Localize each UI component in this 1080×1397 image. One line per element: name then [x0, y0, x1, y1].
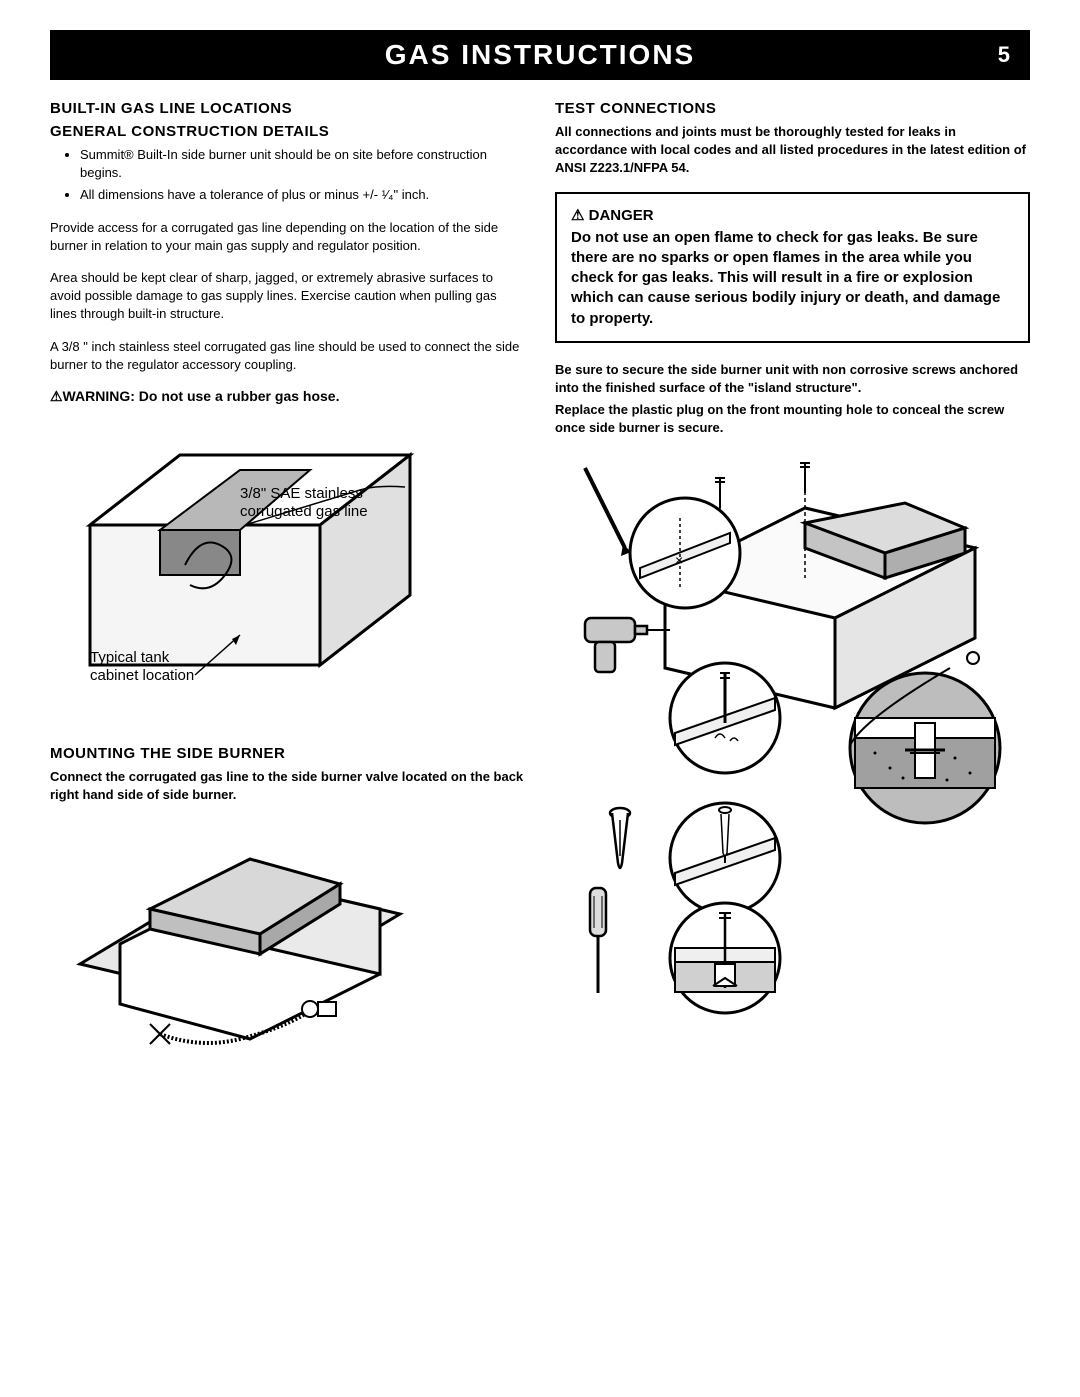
- test-connections-text: All connections and joints must be thoro…: [555, 123, 1030, 178]
- figure-installation-steps: ×: [555, 458, 1030, 1018]
- para-clearance: Area should be kept clear of sharp, jagg…: [50, 269, 525, 324]
- figure1-label-top: 3/8" SAE stainless corrugated gas line: [240, 485, 400, 521]
- left-column: BUILT-IN GAS LINE LOCATIONS GENERAL CONS…: [50, 100, 525, 1104]
- danger-body: Do not use an open flame to check for ga…: [571, 228, 1014, 329]
- page-number: 5: [998, 42, 1010, 68]
- warning-rubber-hose: ⚠WARNING: Do not use a rubber gas hose.: [50, 388, 525, 405]
- danger-box: ⚠ DANGER Do not use an open flame to che…: [555, 192, 1030, 343]
- heading-mounting: MOUNTING THE SIDE BURNER: [50, 745, 525, 762]
- header-bar: GAS INSTRUCTIONS 5: [50, 30, 1030, 80]
- construction-bullets: Summit® Built-In side burner unit should…: [50, 146, 525, 205]
- heading-test-connections: TEST CONNECTIONS: [555, 100, 1030, 117]
- svg-text:×: ×: [675, 552, 683, 568]
- figure-gas-line-location: 3/8" SAE stainless corrugated gas line T…: [50, 425, 525, 715]
- page-title: GAS INSTRUCTIONS: [385, 39, 695, 71]
- para-gas-line-spec: A 3/8 " inch stainless steel corrugated …: [50, 338, 525, 374]
- figure1-label-bottom: Typical tank cabinet location: [90, 649, 220, 685]
- bullet-item: Summit® Built-In side burner unit should…: [80, 146, 525, 182]
- heading-gas-line-locations: BUILT-IN GAS LINE LOCATIONS: [50, 100, 525, 117]
- install-steps-svg: ×: [555, 458, 1025, 1018]
- mounting-text: Connect the corrugated gas line to the s…: [50, 768, 525, 804]
- figure-side-burner-mount: [50, 824, 525, 1074]
- heading-construction-details: GENERAL CONSTRUCTION DETAILS: [50, 123, 525, 140]
- secure-text-2: Replace the plastic plug on the front mo…: [555, 401, 1030, 437]
- side-burner-svg: [50, 824, 430, 1074]
- danger-title: ⚠ DANGER: [571, 206, 1014, 224]
- bullet-item: All dimensions have a tolerance of plus …: [80, 186, 525, 204]
- para-access: Provide access for a corrugated gas line…: [50, 219, 525, 255]
- secure-text-1: Be sure to secure the side burner unit w…: [555, 361, 1030, 397]
- right-column: TEST CONNECTIONS All connections and joi…: [555, 100, 1030, 1104]
